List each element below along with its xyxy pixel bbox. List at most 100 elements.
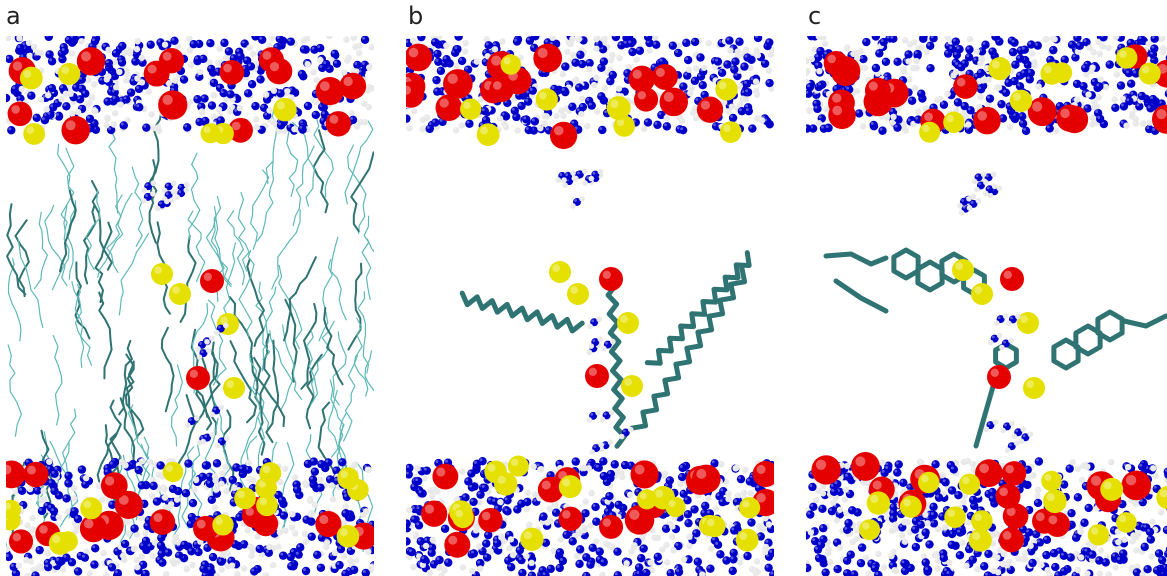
nitrogen-atom-highlight	[333, 60, 337, 64]
nitrogen-atom	[652, 40, 661, 49]
lipid-tail	[118, 233, 150, 316]
nitrogen-atom-highlight	[55, 112, 59, 116]
nitrogen-atom-highlight	[699, 82, 703, 86]
hydrogen-atom-highlight	[184, 182, 187, 185]
hydrogen-atom	[664, 559, 671, 566]
nitrogen-atom	[653, 552, 663, 561]
nitrogen-atom-highlight	[516, 547, 520, 551]
hydrogen-atom	[597, 168, 604, 175]
hydrogen-atom-highlight	[700, 572, 703, 575]
nitrogen-atom-highlight	[217, 325, 221, 329]
hydrogen-atom-highlight	[719, 461, 722, 465]
hydrogen-atom	[103, 572, 110, 576]
nitrogen-atom-highlight	[518, 557, 522, 561]
hydrogen-atom-highlight	[241, 566, 245, 569]
hydrogen-atom	[149, 552, 157, 560]
nitrogen-atom-highlight	[606, 493, 610, 497]
hydrogen-atom	[236, 104, 244, 112]
oxygen-ion-highlight	[537, 47, 548, 59]
oxygen-ion	[696, 96, 724, 123]
hydrogen-atom-highlight	[627, 492, 631, 495]
hydrogen-atom	[575, 36, 583, 43]
nitrogen-atom-highlight	[454, 46, 458, 50]
hydrogen-atom	[426, 569, 434, 576]
hydrogen-atom	[348, 110, 355, 117]
yellow-ion-highlight	[52, 535, 61, 544]
lipid-tail	[127, 404, 151, 487]
nitrogen-atom-highlight	[20, 54, 24, 58]
hydrogen-atom	[555, 177, 562, 183]
hydrogen-atom-highlight	[709, 546, 712, 549]
nitrogen-atom	[157, 549, 166, 558]
hydrogen-atom-highlight	[254, 125, 257, 128]
nitrogen-atom-highlight	[185, 460, 189, 464]
nitrogen-atom-highlight	[506, 532, 510, 536]
hydrogen-atom-highlight	[420, 562, 423, 565]
oxygen-ion	[193, 515, 219, 542]
lipid-tail	[361, 215, 372, 301]
nitrogen-atom	[47, 83, 57, 93]
nitrogen-atom	[16, 43, 25, 53]
nitrogen-atom	[216, 324, 225, 333]
nitrogen-atom	[199, 349, 208, 358]
nitrogen-atom-highlight	[165, 549, 169, 553]
hydrogen-atom	[72, 528, 79, 535]
nitrogen-atom-highlight	[432, 119, 436, 123]
hydrogen-atom-highlight	[314, 77, 317, 80]
hydrogen-atom	[608, 543, 616, 551]
hydrogen-atom	[544, 519, 551, 526]
oxygen-ion	[628, 65, 656, 93]
nitrogen-atom-highlight	[731, 527, 735, 531]
nitrogen-atom-highlight	[572, 59, 576, 63]
yellow-ion-highlight	[480, 126, 489, 135]
nitrogen-atom-highlight	[579, 104, 583, 108]
nitrogen-atom-highlight	[109, 461, 113, 465]
nitrogen-atom	[597, 92, 606, 101]
hydrogen-atom-highlight	[187, 36, 190, 39]
nitrogen-atom-highlight	[56, 557, 59, 561]
nitrogen-atom-highlight	[215, 68, 219, 72]
hydrogen-atom	[366, 64, 373, 71]
nitrogen-atom-highlight	[323, 61, 327, 65]
nitrogen-atom-highlight	[104, 98, 108, 102]
hydrogen-atom	[438, 572, 445, 576]
nitrogen-atom-highlight	[658, 112, 662, 115]
nitrogen-atom-highlight	[504, 508, 508, 512]
hydrogen-atom	[292, 530, 299, 537]
nitrogen-atom	[6, 93, 11, 103]
hydrogen-atom	[253, 124, 260, 131]
nitrogen-atom	[753, 36, 763, 43]
nitrogen-atom-highlight	[297, 544, 301, 548]
hydrogen-atom-highlight	[423, 543, 427, 546]
nitrogen-atom	[582, 553, 591, 562]
nitrogen-atom-highlight	[183, 490, 186, 494]
hydrogen-atom-highlight	[341, 523, 344, 526]
hydrogen-atom-highlight	[142, 188, 145, 191]
nitrogen-atom-highlight	[492, 498, 496, 502]
hydrogen-atom	[103, 121, 110, 129]
yellow-ion-highlight	[523, 531, 532, 540]
hydrogen-atom	[678, 117, 686, 125]
yellow-ion-highlight	[723, 124, 731, 133]
nitrogen-atom	[742, 79, 752, 89]
hydrogen-atom-highlight	[217, 46, 220, 49]
nitrogen-atom-highlight	[136, 104, 140, 108]
nitrogen-atom-highlight	[439, 118, 443, 122]
hydrogen-atom-highlight	[141, 198, 144, 201]
yellow-ion	[19, 66, 43, 90]
hydrogen-atom-highlight	[253, 117, 257, 120]
nitrogen-atom-highlight	[217, 117, 221, 121]
nitrogen-atom-highlight	[599, 127, 603, 131]
nitrogen-atom-highlight	[720, 488, 724, 492]
hydrogen-atom	[196, 68, 204, 76]
hydrogen-atom-highlight	[563, 106, 566, 109]
hydrogen-atom-highlight	[414, 474, 417, 478]
hydrogen-atom	[506, 545, 513, 552]
hydrogen-atom-highlight	[557, 465, 561, 469]
nitrogen-atom-highlight	[75, 516, 78, 519]
hydrogen-atom	[24, 572, 31, 576]
hydrogen-atom-highlight	[123, 78, 127, 81]
nitrogen-atom-highlight	[714, 58, 718, 62]
oxygen-ion-highlight	[6, 464, 12, 475]
nitrogen-atom	[294, 550, 303, 559]
